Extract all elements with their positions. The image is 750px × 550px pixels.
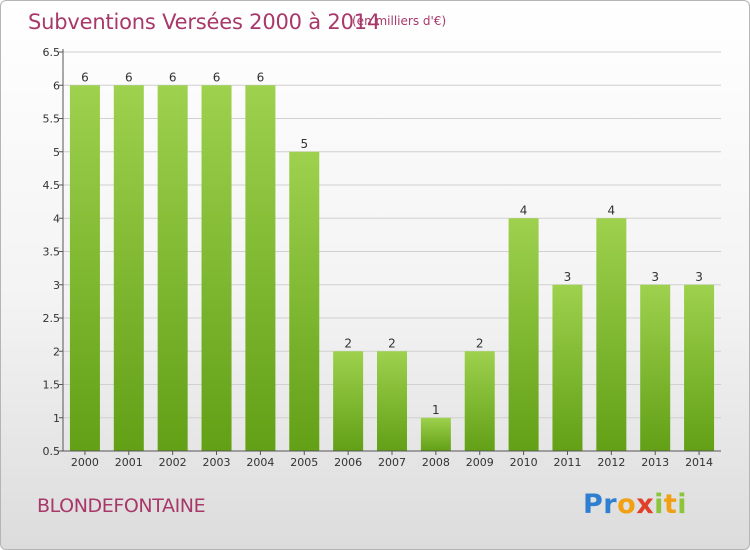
- chart-title: Subventions Versées 2000 à 2014: [28, 10, 381, 34]
- bar-value-label: 4: [608, 203, 616, 217]
- x-tick-label: 2005: [290, 456, 318, 469]
- labels: 0.5 1 1.5 2 2.5 3 3.5 4 4.5 5 5.5 6 6.5 6 2000 6 2001 6 20…: [43, 46, 714, 469]
- bar: [684, 284, 715, 451]
- y-tick-label: 2.5: [43, 312, 61, 325]
- y-tick-label: 3.5: [43, 246, 61, 259]
- bar: [245, 85, 276, 451]
- bar-value-label: 5: [300, 137, 308, 151]
- y-tick-label: 5: [53, 146, 60, 159]
- bar-value-label: 2: [344, 336, 352, 350]
- commune-name: BLONDEFONTAINE: [37, 495, 206, 517]
- x-tick-label: 2013: [641, 456, 669, 469]
- bar: [552, 284, 583, 451]
- bar: [113, 85, 144, 451]
- bar: [289, 151, 320, 451]
- x-tick-label: 2000: [71, 456, 99, 469]
- bar-value-label: 4: [520, 203, 528, 217]
- bar-value-label: 6: [257, 70, 265, 84]
- bar-value-label: 3: [695, 270, 703, 284]
- x-tick-label: 2002: [159, 456, 187, 469]
- y-tick-label: 5.5: [43, 113, 61, 126]
- axes: [59, 49, 721, 455]
- bar: [596, 218, 627, 451]
- bar-value-label: 6: [213, 70, 221, 84]
- bar-value-label: 1: [432, 403, 440, 417]
- x-tick-label: 2011: [553, 456, 581, 469]
- x-tick-label: 2014: [685, 456, 713, 469]
- bar: [69, 85, 100, 451]
- logo-letter: r: [603, 489, 618, 520]
- bar-value-label: 6: [125, 70, 133, 84]
- bar-value-label: 6: [81, 70, 89, 84]
- bar-value-label: 6: [169, 70, 177, 84]
- logo-letter: P: [583, 489, 604, 520]
- bar-value-label: 2: [388, 336, 396, 350]
- y-tick-label: 4: [53, 212, 60, 225]
- bar: [508, 218, 539, 451]
- x-tick-label: 2012: [597, 456, 625, 469]
- bar-value-label: 3: [651, 270, 659, 284]
- logo-letter: i: [677, 489, 688, 520]
- y-tick-label: 3: [53, 279, 60, 292]
- x-tick-label: 2004: [246, 456, 274, 469]
- x-tick-label: 2009: [466, 456, 494, 469]
- bar: [201, 85, 232, 451]
- y-tick-label: 6: [53, 79, 60, 92]
- bar: [333, 351, 364, 451]
- x-tick-label: 2001: [115, 456, 143, 469]
- logo-letter: o: [617, 489, 637, 520]
- bar: [377, 351, 407, 451]
- x-tick-label: 2006: [334, 456, 362, 469]
- y-tick-label: 4.5: [43, 179, 61, 192]
- chart-unit: (en milliers d'€): [352, 14, 447, 28]
- x-tick-label: 2003: [203, 456, 231, 469]
- y-tick-label: 2: [53, 345, 60, 358]
- bar: [464, 351, 495, 451]
- y-tick-label: 1: [53, 412, 60, 425]
- x-tick-label: 2010: [510, 456, 538, 469]
- proxiti-logo: Proxiti: [583, 489, 687, 520]
- bar-value-label: 3: [564, 270, 572, 284]
- y-tick-label: 0.5: [43, 445, 61, 458]
- bar: [640, 284, 671, 451]
- y-tick-label: 6.5: [43, 46, 61, 59]
- x-tick-label: 2007: [378, 456, 406, 469]
- bars: [69, 85, 715, 451]
- logo-letter: t: [663, 489, 678, 520]
- y-tick-label: 1.5: [43, 379, 61, 392]
- bar: [420, 417, 451, 451]
- bar-value-label: 2: [476, 336, 484, 350]
- bar: [157, 85, 188, 451]
- x-tick-label: 2008: [422, 456, 450, 469]
- logo-letter: i: [654, 489, 664, 520]
- logo-letter: x: [636, 489, 655, 520]
